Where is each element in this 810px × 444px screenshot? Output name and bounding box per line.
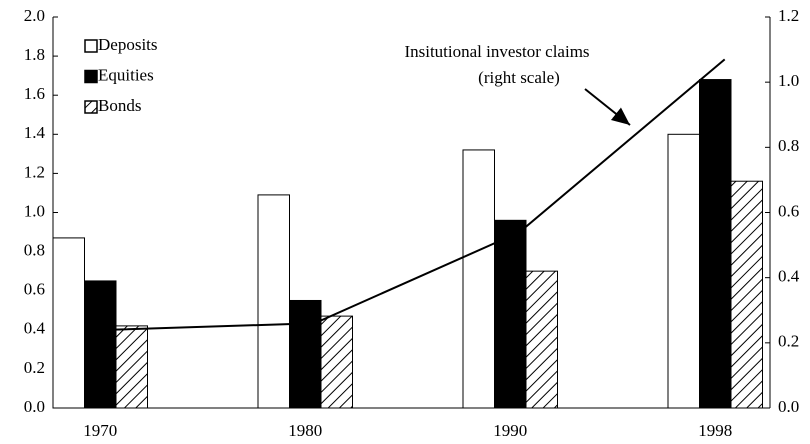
- bar: [257, 194, 290, 409]
- y-tick-label: 0.6: [24, 280, 45, 299]
- bar: [667, 133, 700, 409]
- x-tick-label: 1998: [698, 421, 732, 440]
- annotation: (right scale): [478, 68, 560, 87]
- y-tick-label: 0.2: [24, 358, 45, 377]
- y2-tick-label: 0.4: [778, 267, 800, 286]
- bar: [52, 237, 85, 409]
- x-tick-label: 1990: [493, 421, 527, 440]
- y2-tick-label: 0.6: [778, 201, 799, 220]
- y-tick-label: 0.8: [24, 241, 45, 260]
- y2-tick-label: 1.0: [778, 71, 799, 90]
- y2-tick-label: 1.2: [778, 6, 799, 25]
- bar: [462, 149, 495, 409]
- bar: [115, 325, 148, 409]
- legend-swatch: [84, 69, 98, 84]
- y-tick-label: 1.4: [24, 123, 46, 142]
- bar: [289, 299, 322, 409]
- x-tick-label: 1970: [83, 421, 117, 440]
- legend-label: Bonds: [98, 96, 141, 115]
- y2-tick-label: 0.2: [778, 332, 799, 351]
- bar: [730, 180, 763, 409]
- bar: [494, 219, 527, 409]
- annotation: Insitutional investor claims: [404, 42, 589, 61]
- y-tick-label: 0.0: [24, 397, 45, 416]
- y-tick-label: 1.0: [24, 201, 45, 220]
- legend-label: Equities: [98, 65, 154, 84]
- y-tick-label: 1.2: [24, 162, 45, 181]
- bar: [320, 315, 353, 409]
- bar: [699, 79, 732, 409]
- y-tick-label: 1.6: [24, 84, 45, 103]
- y2-tick-label: 0.0: [778, 397, 799, 416]
- bar: [84, 280, 117, 409]
- legend-swatch: [84, 100, 98, 114]
- y-tick-label: 1.8: [24, 45, 45, 64]
- annotation-arrow: [584, 88, 631, 126]
- bar: [525, 270, 558, 409]
- y2-tick-label: 0.8: [778, 136, 799, 155]
- x-tick-label: 1980: [288, 421, 322, 440]
- legend-swatch: [84, 39, 98, 53]
- y-tick-label: 0.4: [24, 319, 46, 338]
- y-tick-label: 2.0: [24, 6, 45, 25]
- legend-label: Deposits: [98, 35, 158, 54]
- line: [109, 58, 726, 331]
